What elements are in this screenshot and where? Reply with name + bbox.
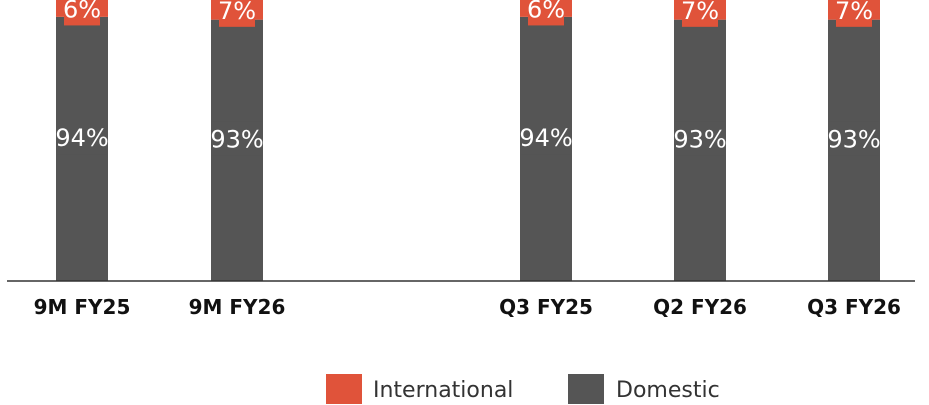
data-label-text: 7% — [218, 0, 256, 25]
data-label-text: 93% — [827, 126, 880, 154]
data-label-text: 6% — [63, 0, 101, 23]
legend-swatch-international — [326, 374, 362, 404]
data-label-bg — [836, 0, 872, 27]
data-label-international-9m-fy25: 6% — [63, 0, 101, 26]
data-label-text: 7% — [835, 0, 873, 25]
data-label-domestic-q3-fy25: 94% — [519, 120, 573, 155]
data-label-domestic-9m-fy25: 94% — [55, 120, 109, 155]
data-label-bg — [219, 0, 255, 27]
data-label-bg — [674, 121, 726, 156]
data-label-text: 93% — [673, 126, 726, 154]
data-label-text: 6% — [527, 0, 565, 23]
data-label-bg — [520, 120, 572, 155]
legend: International Domestic — [326, 374, 720, 404]
x-tick-label-9m-fy25: 9M FY25 — [34, 295, 131, 319]
x-tick-label-9m-fy26: 9M FY26 — [189, 295, 286, 319]
legend-swatch-domestic — [568, 374, 604, 404]
data-label-bg — [528, 0, 564, 26]
legend-label-domestic: Domestic — [616, 378, 720, 403]
data-label-text: 93% — [210, 126, 263, 154]
data-label-text: 7% — [681, 0, 719, 25]
bars-group: 94% 6% 93% 7% 94% 6% 93% 7% 93% 7% — [55, 0, 881, 282]
data-label-domestic-q2-fy26: 93% — [673, 121, 727, 156]
data-label-domestic-9m-fy26: 93% — [210, 121, 264, 156]
data-label-domestic-q3-fy26: 93% — [827, 121, 881, 156]
data-label-bg — [211, 121, 263, 156]
data-label-international-q3-fy26: 7% — [835, 0, 873, 27]
data-label-international-q3-fy25: 6% — [527, 0, 565, 26]
x-axis-labels: 9M FY25 9M FY26 Q3 FY25 Q2 FY26 Q3 FY26 — [34, 295, 901, 319]
x-tick-label-q3-fy26: Q3 FY26 — [807, 295, 901, 319]
data-label-bg — [64, 0, 100, 26]
data-label-text: 94% — [55, 124, 108, 152]
data-label-international-9m-fy26: 7% — [218, 0, 256, 27]
data-label-bg — [56, 120, 108, 155]
x-tick-label-q2-fy26: Q2 FY26 — [653, 295, 747, 319]
data-label-text: 94% — [519, 124, 572, 152]
data-label-international-q2-fy26: 7% — [681, 0, 719, 27]
legend-label-international: International — [373, 378, 513, 403]
data-label-bg — [682, 0, 718, 27]
data-label-bg — [828, 121, 880, 156]
x-tick-label-q3-fy25: Q3 FY25 — [499, 295, 593, 319]
